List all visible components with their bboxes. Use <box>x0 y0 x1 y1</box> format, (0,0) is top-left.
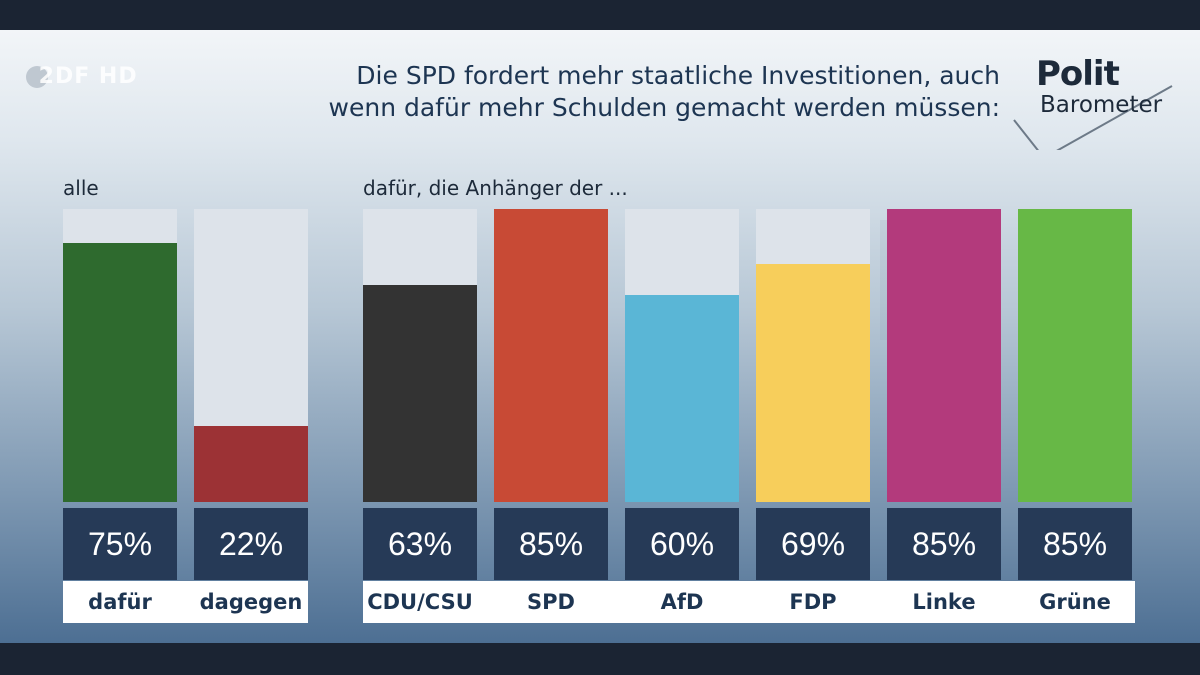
category-label-cdu-csu: CDU/CSU <box>367 590 473 614</box>
chart-frame: 2DF HD Die SPD fordert mehr staatliche I… <box>0 30 1200 643</box>
value-label-afd: 60% <box>625 508 739 580</box>
value-label-dagegen: 22% <box>194 508 308 580</box>
bar-fdp <box>756 264 870 502</box>
category-label-dafür: dafür <box>88 590 152 614</box>
section-label-anhaenger: dafür, die Anhänger der ... <box>363 176 628 200</box>
bar-cdu-csu <box>363 285 477 502</box>
brand-polit: Polit <box>1036 54 1120 94</box>
bar-spd <box>494 209 608 502</box>
checkmark-icon <box>1013 85 1173 150</box>
category-label-fdp: FDP <box>789 590 837 614</box>
bar-afd <box>625 295 739 502</box>
bar-linke <box>887 209 1001 502</box>
value-label-grüne: 85% <box>1018 508 1132 580</box>
station-logo: 2DF HD <box>26 64 138 89</box>
bar-dafür <box>63 243 177 502</box>
brand-barometer: Barometer <box>1040 92 1163 118</box>
chart-title: Die SPD fordert mehr staatliche Investit… <box>200 60 1000 124</box>
label-strip <box>63 581 308 623</box>
section-label-alle: alle <box>63 176 99 200</box>
bar-grüne <box>1018 209 1132 502</box>
value-label-cdu-csu: 63% <box>363 508 477 580</box>
category-label-grüne: Grüne <box>1039 590 1111 614</box>
value-label-spd: 85% <box>494 508 608 580</box>
label-strip <box>363 581 1135 623</box>
value-label-fdp: 69% <box>756 508 870 580</box>
politbarometer-logo: Polit Barometer <box>1010 50 1180 150</box>
title-line-2: wenn dafür mehr Schulden gemacht werden … <box>328 93 1000 122</box>
station-logo-text: 2DF HD <box>38 64 138 89</box>
bar-dagegen <box>194 426 308 502</box>
title-line-1: Die SPD fordert mehr staatliche Investit… <box>356 61 1000 90</box>
category-label-linke: Linke <box>912 590 976 614</box>
category-label-dagegen: dagegen <box>199 590 303 614</box>
value-label-dafür: 75% <box>63 508 177 580</box>
category-label-spd: SPD <box>527 590 575 614</box>
value-label-linke: 85% <box>887 508 1001 580</box>
category-label-afd: AfD <box>660 590 704 614</box>
